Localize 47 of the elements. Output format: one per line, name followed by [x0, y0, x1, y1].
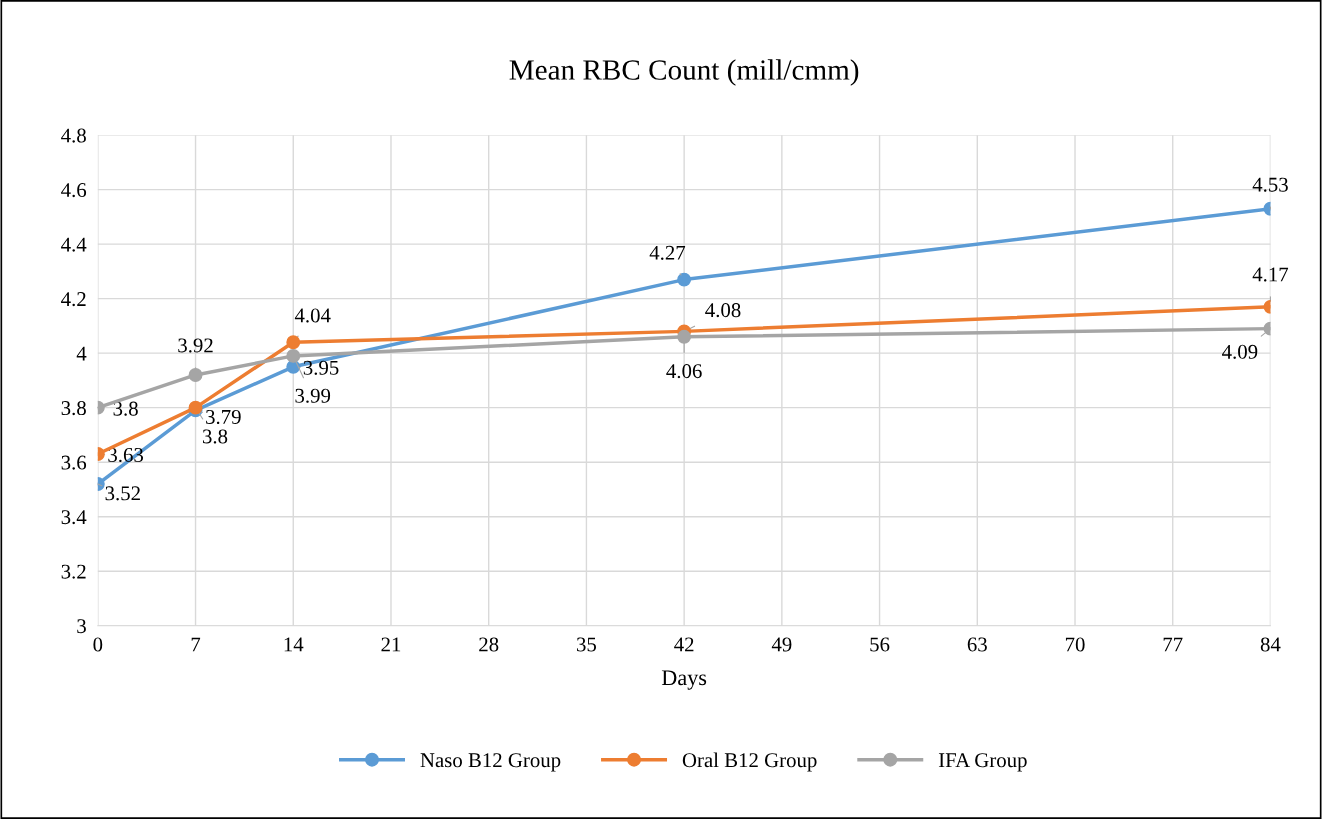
legend-label: IFA Group: [938, 753, 1027, 772]
point: [677, 329, 692, 344]
x-tick-label: 70: [1065, 637, 1085, 652]
x-axis-title: Days: [661, 670, 707, 690]
y-tick-label: 3.4: [61, 510, 87, 525]
point: [188, 368, 203, 382]
x-tick-label: 28: [479, 637, 499, 652]
y-tick-label: 4.2: [61, 292, 86, 307]
y-tick-label: 3.8: [61, 401, 86, 416]
data-label: 3.99: [295, 388, 331, 403]
x-tick-label: 84: [1260, 637, 1281, 652]
data-label: 4.53: [1252, 177, 1288, 192]
data-label: 3.79: [206, 409, 241, 425]
data-label: 3.92: [178, 338, 213, 353]
x-tick-label: 7: [191, 637, 201, 652]
y-tick-label: 3.2: [61, 564, 86, 579]
data-label: 3.8: [113, 401, 138, 416]
data-label: 4.17: [1252, 267, 1289, 282]
point: [286, 335, 301, 350]
data-label: 3.52: [105, 486, 140, 501]
x-tick-label: 35: [577, 637, 597, 652]
x-tick-label: 21: [381, 637, 401, 652]
x-tick-label: 56: [870, 637, 890, 652]
data-label: 4.04: [294, 308, 331, 323]
x-tick-label: 0: [93, 637, 103, 652]
x-tick-label: 49: [771, 637, 792, 652]
x-tick-label: 63: [967, 637, 987, 652]
chart-title: Mean RBC Count (mill/cmm): [509, 59, 859, 86]
data-label: 4.06: [666, 364, 702, 379]
data-label: 4.27: [649, 245, 686, 260]
x-tick-label: 14: [284, 637, 304, 652]
y-tick-label: 4.8: [61, 128, 86, 143]
x-tick-label: 77: [1163, 637, 1183, 652]
y-tick-label: 3: [77, 619, 86, 634]
legend-label: Naso B12 Group: [420, 753, 561, 772]
data-label: 3.8: [202, 429, 228, 444]
point: [677, 272, 692, 287]
data-label: 4.08: [705, 303, 741, 318]
y-tick-label: 4.6: [61, 183, 87, 198]
y-tick-label: 4: [76, 346, 87, 361]
y-tick-label: 4.4: [61, 237, 87, 252]
data-label: 3.95: [303, 360, 339, 375]
legend-label: Oral B12 Group: [682, 752, 817, 772]
data-label: 4.09: [1222, 344, 1258, 359]
x-tick-label: 42: [674, 637, 694, 652]
point: [286, 348, 301, 363]
y-tick-label: 3.6: [61, 455, 87, 470]
